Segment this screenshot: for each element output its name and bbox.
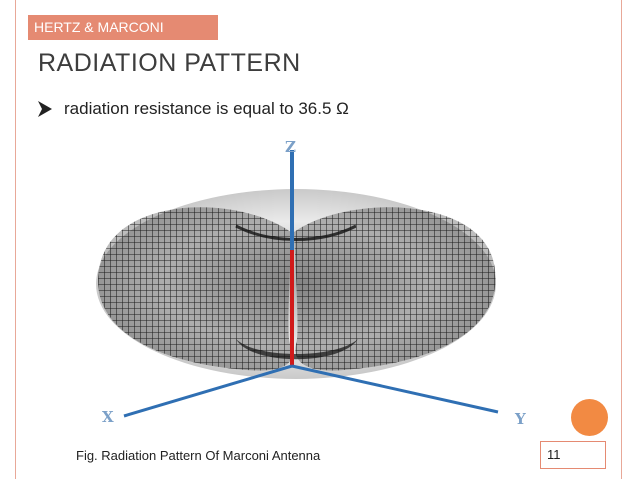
bullet-text: radiation resistance is equal to 36.5 Ω <box>64 99 349 118</box>
x-axis-line <box>123 364 293 418</box>
figure-caption: Fig. Radiation Pattern Of Marconi Antenn… <box>76 448 321 463</box>
page-number-box: 11 <box>540 441 606 469</box>
torus-pattern-shape <box>96 189 496 379</box>
slide-title: RADIATION PATTERN <box>38 49 301 77</box>
y-axis-label: Y <box>514 410 526 428</box>
section-tag: HERTZ & MARCONI <box>28 15 218 40</box>
slide-frame-right <box>621 0 622 479</box>
x-axis-label: X <box>102 408 114 426</box>
z-axis-label: Z <box>285 138 296 156</box>
slide-frame-left <box>15 0 16 479</box>
y-axis-line <box>291 364 499 414</box>
arrow-bullet-icon <box>38 101 52 117</box>
radiation-pattern-figure: Z X Y <box>96 138 526 428</box>
bullet-item: radiation resistance is equal to 36.5 Ω <box>38 99 349 119</box>
page-number: 11 <box>547 447 561 462</box>
decorative-circle <box>571 399 608 436</box>
